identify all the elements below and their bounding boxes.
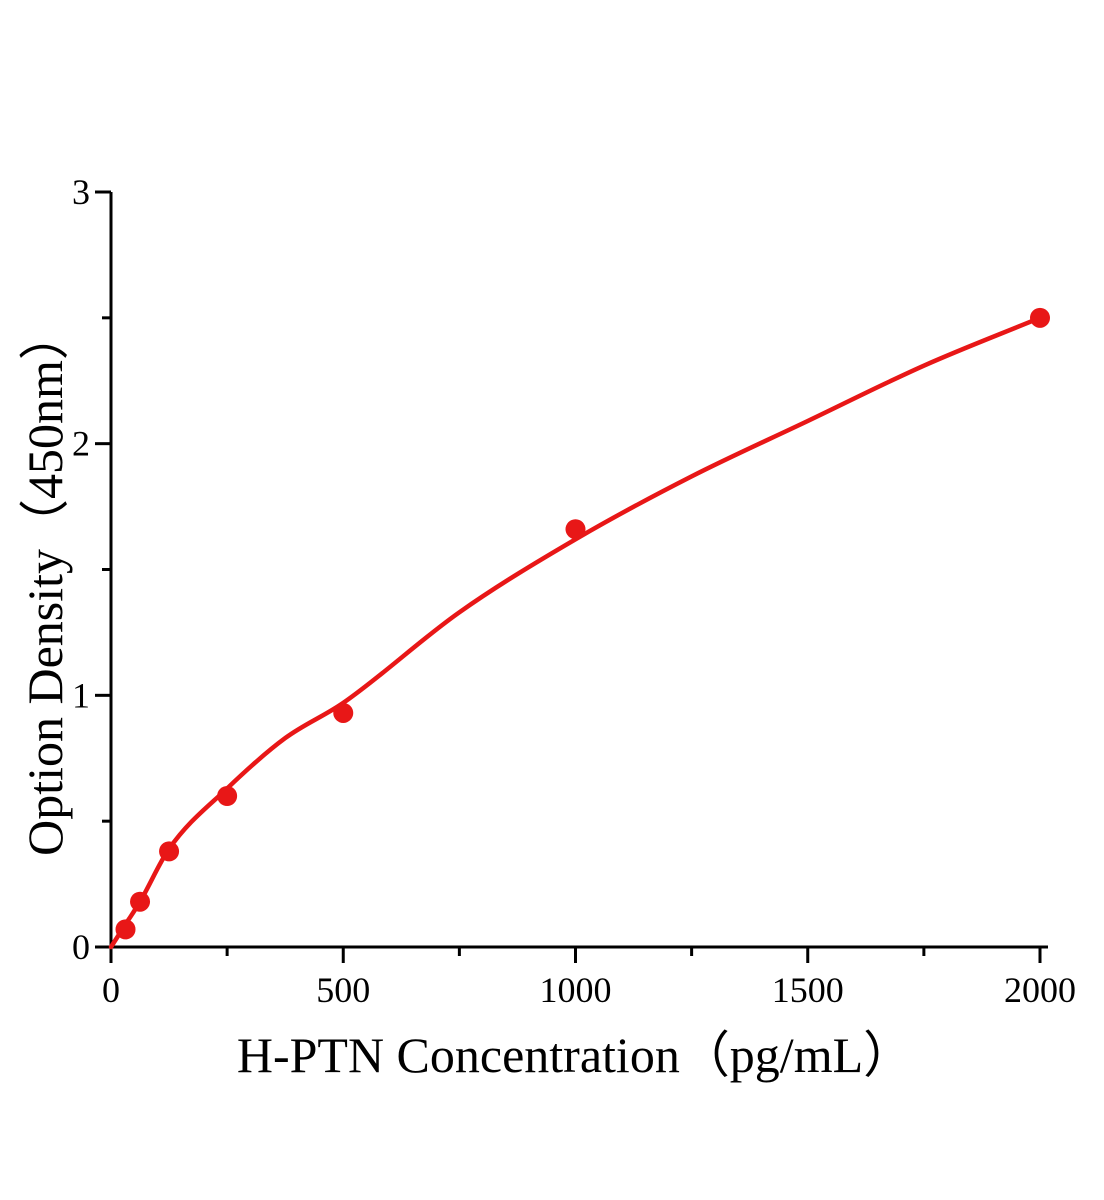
data-point: [115, 919, 136, 940]
y-tick-label: 1: [72, 675, 90, 715]
fit-curve: [108, 315, 1043, 950]
x-axis-title: H-PTN Concentration（pg/mL）: [237, 1027, 913, 1083]
x-tick-label: 1500: [772, 970, 844, 1010]
data-point: [130, 891, 151, 912]
x-tick-label: 0: [102, 970, 120, 1010]
data-point: [565, 519, 586, 540]
y-axis-title: Option Density（450nm）: [17, 310, 73, 856]
data-point: [217, 786, 238, 806]
axes: 0 500 1000 1500 2000 0 1 2 3: [72, 172, 1076, 1010]
y-tick-label: 2: [72, 424, 90, 464]
data-series: [108, 307, 1050, 950]
data-point: [1030, 307, 1050, 328]
x-tick-label: 500: [316, 970, 370, 1010]
y-tick-label: 0: [72, 927, 90, 967]
y-tick-label: 3: [72, 172, 90, 212]
x-tick-label: 2000: [1004, 970, 1076, 1010]
data-point: [333, 702, 354, 723]
x-tick-label: 1000: [540, 970, 612, 1010]
data-point: [159, 841, 180, 862]
